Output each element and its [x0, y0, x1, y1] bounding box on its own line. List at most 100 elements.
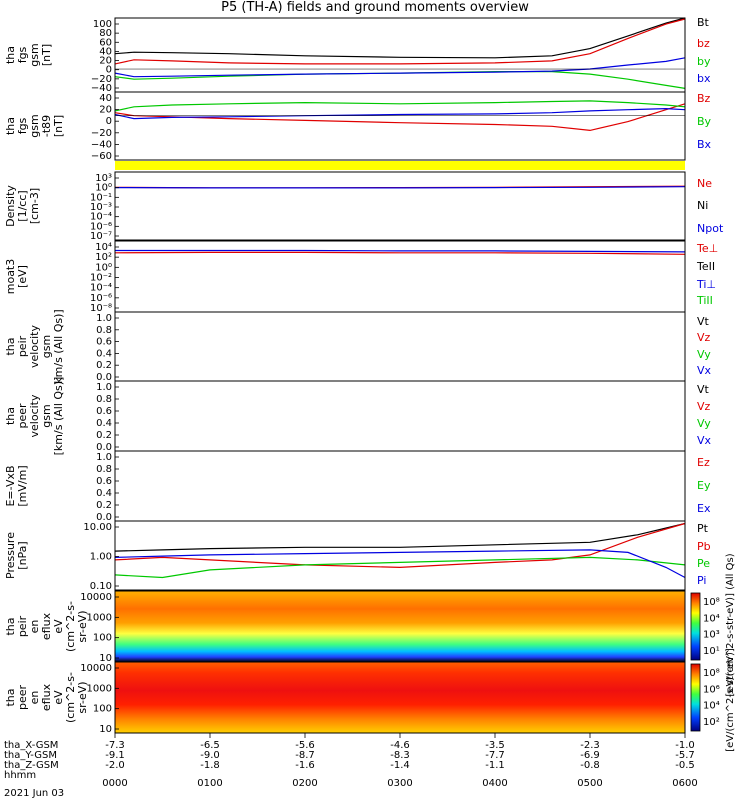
y-axis-label: tha — [4, 407, 17, 425]
y-tick-label: 10.00 — [83, 522, 112, 533]
y-tick-label: 10⁻⁶ — [90, 293, 112, 304]
chart-title: P5 (TH-A) fields and ground moments over… — [221, 0, 529, 15]
x-row-value: -8.3 — [390, 750, 410, 761]
y-tick-label: 10⁻² — [90, 273, 112, 284]
colorbar — [690, 663, 701, 732]
legend-entry: Ex — [697, 502, 711, 515]
y-tick-label: 10⁻⁶ — [90, 221, 112, 232]
y-tick-label: −40 — [91, 139, 112, 150]
y-tick-label: 1000 — [87, 612, 112, 623]
y-axis-label: moat3 — [4, 259, 17, 295]
y-tick-label: 0.4 — [96, 348, 112, 359]
y-tick-label: 0.10 — [90, 581, 112, 592]
colorbar-tick-label: 10⁸ — [703, 668, 720, 679]
y-tick-label: 0.6 — [96, 476, 112, 487]
y-tick-label: 1.0 — [96, 382, 112, 393]
y-tick-label: 10 — [99, 724, 112, 735]
y-axis-label: tha — [4, 337, 17, 355]
y-tick-label: 10⁰ — [95, 262, 112, 273]
legend-entry: Vy — [697, 417, 711, 430]
y-axis-label: sr-eV) — [76, 681, 89, 713]
y-tick-label: 0.2 — [96, 430, 112, 441]
y-tick-label: 0.0 — [96, 512, 112, 523]
y-axis-label: [eV] — [16, 265, 29, 288]
y-tick-label: 0.6 — [96, 337, 112, 348]
y-axis-label: tha — [4, 688, 17, 706]
y-tick-label: 40 — [99, 93, 112, 104]
y-axis-label: eflux — [40, 612, 53, 640]
colorbar-tick-label: 10⁶ — [703, 684, 720, 695]
y-tick-label: 0.8 — [96, 394, 112, 405]
legend-entry: Vt — [697, 383, 710, 396]
y-axis-label: peer — [16, 403, 29, 429]
panel-frame — [114, 91, 686, 161]
y-tick-label: −60 — [91, 151, 112, 162]
legend-entry: TeII — [696, 260, 715, 273]
panel-frame — [114, 450, 686, 522]
spectrogram — [115, 591, 685, 662]
legend-entry: Vz — [697, 400, 711, 413]
y-axis-label: tha — [4, 46, 17, 64]
date-label: 2021 Jun 03 — [4, 788, 64, 799]
y-tick-label: 0.2 — [96, 360, 112, 371]
colorbar-tick-label: 10¹ — [703, 646, 720, 657]
colorbar-label: [eV/(cm^2-s-str-eV)] (All Qs) — [725, 553, 736, 696]
y-axis-label: gsm — [28, 43, 41, 66]
legend-entry: TiII — [696, 294, 713, 307]
colorbar-tick-label: 10³ — [703, 630, 720, 641]
y-axis-label: [1/cc] — [16, 190, 29, 221]
y-axis-label: Density — [4, 185, 17, 227]
x-row-value: -1.4 — [390, 760, 410, 771]
x-row-value: -7.7 — [485, 750, 505, 761]
y-tick-label: 0.8 — [96, 464, 112, 475]
x-row-value: -1.8 — [200, 760, 220, 771]
x-row-value: -3.5 — [485, 740, 505, 751]
y-axis-label: en — [28, 620, 41, 634]
legend-entry: Pt — [697, 522, 709, 535]
y-axis-label: gsm — [40, 335, 53, 358]
legend-entry: Vx — [697, 364, 712, 377]
panel-10: tha peer en eflux eV (cm^2-s-sr-eV) 10⁸ 10⁶ 10⁴ 1… — [4, 648, 736, 752]
y-axis-label: peir — [16, 335, 29, 357]
legend-entry: Bz — [697, 92, 711, 105]
series-bx-line — [114, 107, 686, 120]
colorbar-tick-label: 10² — [703, 717, 720, 728]
legend-entry: Ez — [697, 456, 710, 469]
y-axis-label: fgs — [16, 117, 29, 134]
x-tick-label-time: 0200 — [292, 778, 317, 789]
series-pi-line — [114, 549, 686, 579]
y-axis-label: tha — [4, 617, 17, 635]
legend-entry: Pb — [697, 540, 711, 553]
y-tick-label: 10³ — [95, 173, 112, 184]
y-axis-label: velocity — [28, 325, 41, 368]
y-tick-label: 0 — [106, 116, 112, 127]
panel-5: tha peir velocity gsm km/s (All Qs)] 1.00.80.… — [4, 309, 712, 383]
panel-frame — [114, 520, 686, 591]
series-bx-line — [114, 57, 686, 78]
x-tick-label-time: 0400 — [482, 778, 507, 789]
y-tick-label: 100 — [93, 633, 112, 644]
y-tick-label: 10⁻⁸ — [90, 303, 112, 314]
y-axis-label: velocity — [28, 394, 41, 437]
x-row-label: tha_Z-GSM — [4, 760, 59, 771]
y-tick-label: 1.0 — [96, 313, 112, 324]
y-tick-label: 0.0 — [96, 372, 112, 383]
legend-entry: By — [697, 115, 712, 128]
y-tick-label: 1000 — [87, 683, 112, 694]
x-row-value: -1.0 — [675, 740, 695, 751]
y-tick-label: 0.6 — [96, 406, 112, 417]
y-axis-label: eV — [52, 690, 65, 705]
series-bt-line — [114, 17, 686, 59]
y-axis-label: (cm^2-s- — [64, 601, 77, 652]
x-row-value: -2.3 — [580, 740, 600, 751]
legend-entry: by — [697, 55, 711, 68]
series-by-line — [114, 70, 686, 89]
panel-9: tha peir en eflux eV (cm^2-s-sr-eV) 10⁸ 10⁴ 10³ 1… — [4, 553, 736, 696]
y-tick-label: 100 — [93, 704, 112, 715]
panel-3: Density [1/cc] [cm-3]10³10⁰10⁻¹10⁻³10⁻⁴10⁻… — [4, 171, 724, 242]
y-tick-label: 80 — [99, 28, 112, 39]
legend-entry: bx — [697, 72, 711, 85]
